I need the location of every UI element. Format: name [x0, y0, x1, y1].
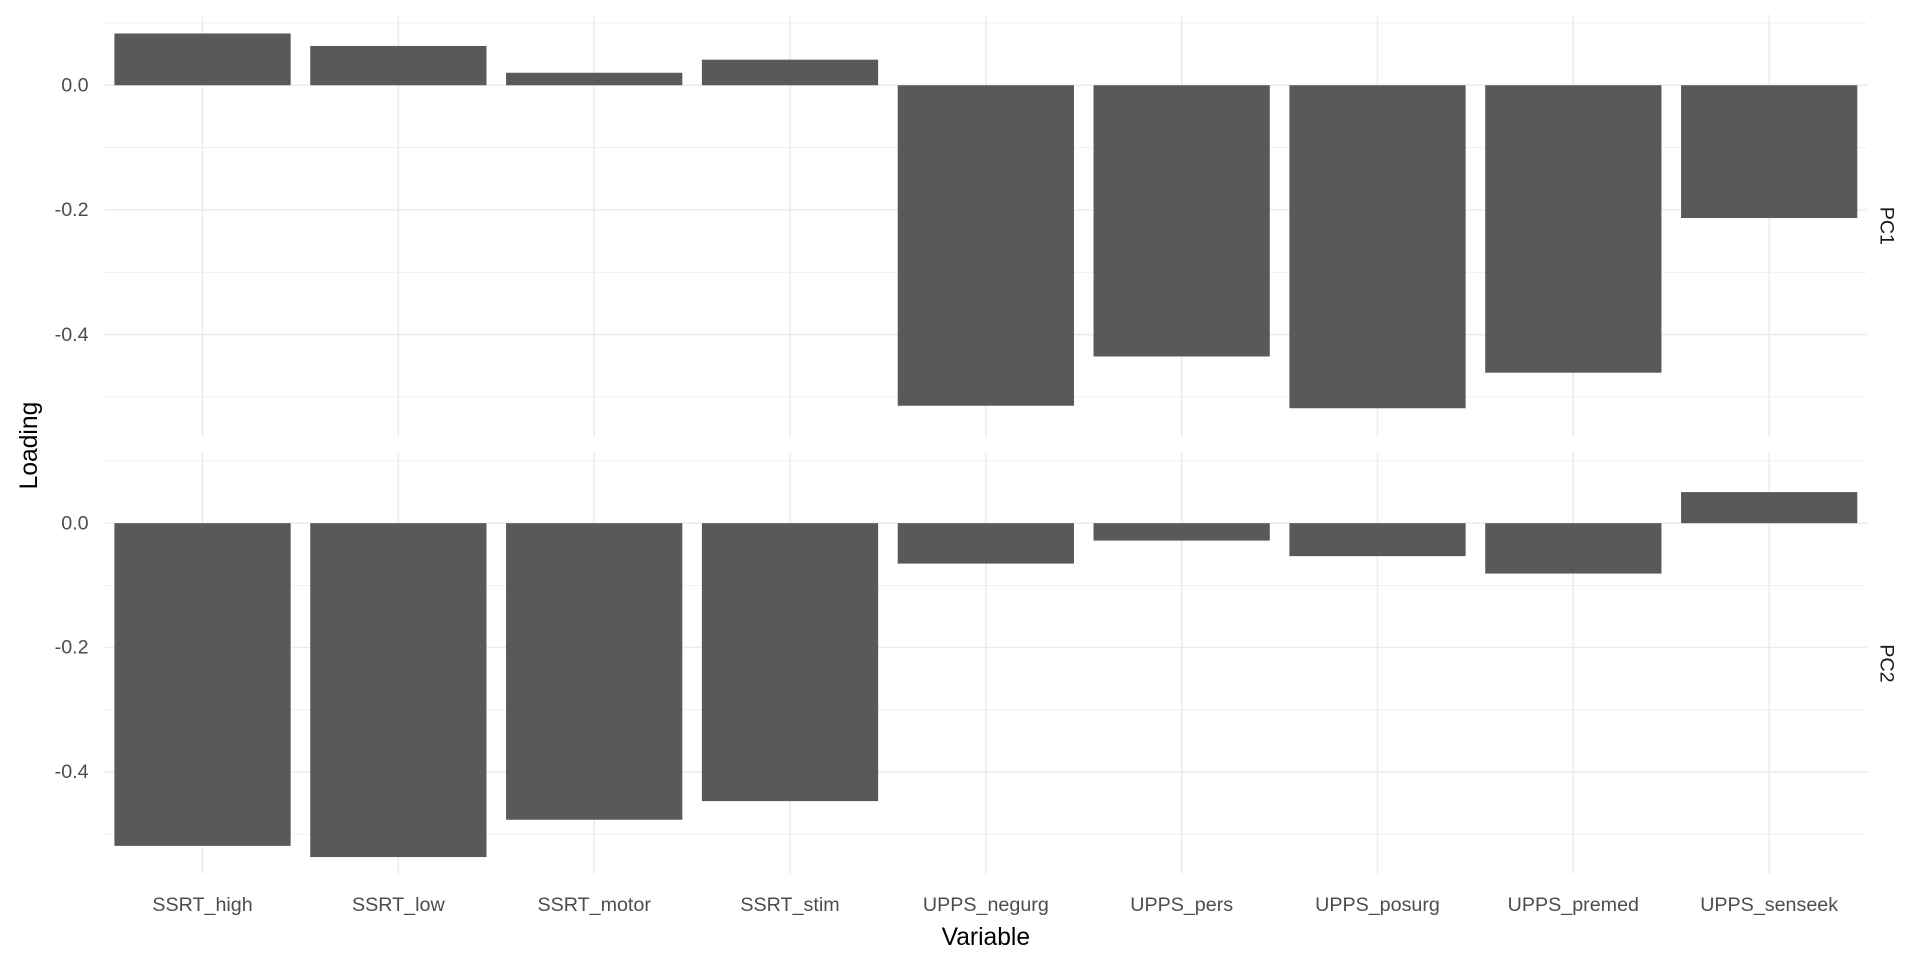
x-tick-label: SSRT_stim	[740, 894, 839, 916]
y-tick-label: 0.0	[61, 74, 88, 96]
x-tick-label: UPPS_negurg	[923, 894, 1049, 916]
bar-PC2-UPPS_senseek	[1681, 492, 1858, 524]
x-tick-label: UPPS_senseek	[1700, 894, 1838, 916]
x-axis-title: Variable	[942, 924, 1030, 951]
bar-PC1-SSRT_high	[114, 33, 291, 86]
bar-PC1-UPPS_senseek	[1681, 85, 1858, 219]
y-tick-label: -0.4	[55, 761, 89, 783]
bar-PC2-UPPS_pers	[1093, 523, 1270, 541]
x-tick-label: UPPS_pers	[1130, 894, 1233, 916]
bar-PC1-UPPS_pers	[1093, 85, 1270, 357]
facet-strip-label: PC2	[1876, 644, 1898, 682]
bar-PC2-SSRT_low	[310, 523, 487, 858]
x-tick-label: SSRT_low	[352, 894, 445, 916]
bar-PC2-SSRT_motor	[506, 523, 683, 820]
bar-PC1-SSRT_motor	[506, 72, 683, 86]
bar-PC2-UPPS_premed	[1485, 523, 1662, 574]
bar-PC2-SSRT_high	[114, 523, 291, 846]
facet-strip-label: PC1	[1876, 207, 1898, 245]
bar-PC2-UPPS_posurg	[1289, 523, 1466, 557]
bar-PC2-UPPS_negurg	[897, 523, 1074, 564]
x-tick-label: SSRT_high	[152, 894, 252, 916]
bar-PC1-UPPS_premed	[1485, 85, 1662, 373]
y-tick-label: 0.0	[61, 512, 88, 534]
bar-PC2-SSRT_stim	[701, 523, 879, 802]
x-tick-label: SSRT_motor	[537, 894, 651, 916]
x-tick-label: UPPS_posurg	[1315, 894, 1440, 916]
x-tick-label: UPPS_premed	[1508, 894, 1639, 916]
bar-PC1-UPPS_negurg	[897, 85, 1074, 406]
bar-PC1-UPPS_posurg	[1289, 85, 1466, 409]
y-tick-label: -0.2	[55, 199, 89, 221]
bar-PC1-SSRT_stim	[701, 59, 879, 86]
y-tick-label: -0.2	[55, 637, 89, 659]
y-axis-title: Loading	[16, 402, 43, 490]
bar-PC1-SSRT_low	[310, 45, 487, 86]
y-tick-label: -0.4	[55, 324, 89, 346]
